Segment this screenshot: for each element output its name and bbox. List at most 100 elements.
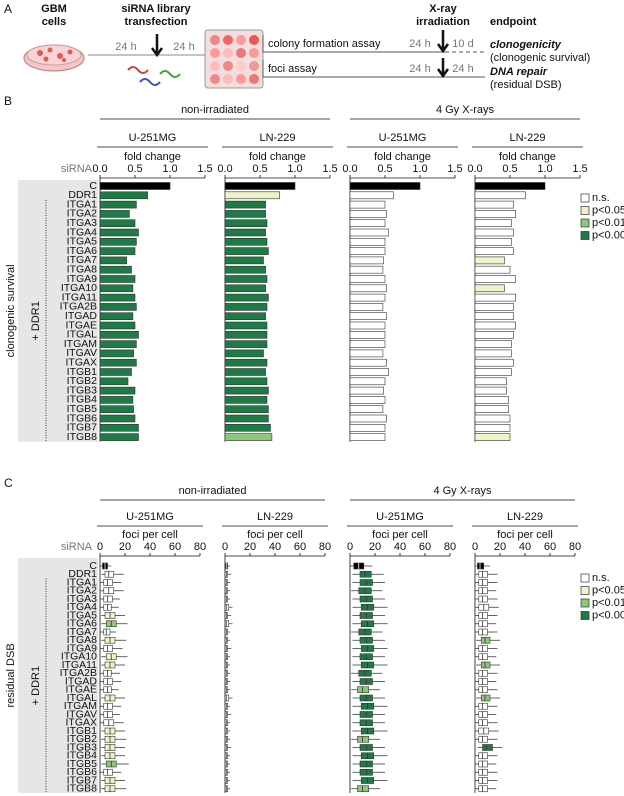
bar <box>99 377 129 386</box>
row-label: ITGAX <box>65 356 97 368</box>
x-tick-label: 80 <box>194 541 206 553</box>
bar <box>99 414 136 423</box>
legend-label: p<0.01 <box>592 217 624 229</box>
box <box>103 579 113 586</box>
x-tick-label: 60 <box>294 541 306 553</box>
petri-dish <box>26 44 82 66</box>
x-tick-label: 0.0 <box>92 163 107 175</box>
box <box>478 711 488 718</box>
legend-swatch <box>580 193 590 203</box>
bar <box>474 210 516 218</box>
arrow <box>436 30 450 79</box>
bar <box>349 303 384 311</box>
bar <box>224 275 268 283</box>
bar <box>474 284 505 293</box>
legend-swatch <box>580 573 590 583</box>
label-background <box>18 558 98 793</box>
row-label: ITGA8 <box>67 634 98 646</box>
x-tick-label: 1.5 <box>197 163 212 175</box>
row-label: C <box>89 180 97 192</box>
row-axis-label: clonogenic survival <box>5 264 17 357</box>
row-label: ITGA7 <box>67 626 98 638</box>
row-label: ITGA2B <box>60 301 97 313</box>
time-label: 24 h <box>409 63 430 75</box>
panel-label: C <box>4 476 13 490</box>
bar <box>474 358 514 367</box>
row-label: ITGB8 <box>67 783 98 795</box>
bar <box>99 182 171 190</box>
bar <box>224 303 268 311</box>
assay-lines <box>262 35 485 78</box>
row-label: ITGA4 <box>67 601 98 613</box>
x-tick-label: 1.0 <box>412 163 427 175</box>
bar <box>224 191 280 200</box>
row-label: ITGA2 <box>67 208 98 220</box>
x-tick-label: 1.0 <box>537 163 552 175</box>
bar <box>224 377 268 386</box>
bar <box>224 340 268 348</box>
row-label: ITGA2B <box>60 667 97 679</box>
legend-swatch <box>580 206 590 215</box>
row-label: ITGA6 <box>67 245 98 257</box>
legend-swatch <box>580 611 590 620</box>
box <box>478 760 488 768</box>
box <box>478 612 488 619</box>
row-label: C <box>89 560 97 572</box>
bar <box>349 191 394 200</box>
x-tick-label: 60 <box>169 541 181 553</box>
bar <box>99 303 137 311</box>
box <box>103 645 113 652</box>
bar <box>474 433 511 441</box>
bar <box>349 293 386 302</box>
bar <box>224 386 269 395</box>
bar <box>224 396 268 404</box>
x-tick-label: 20 <box>244 541 256 553</box>
bar <box>224 182 296 190</box>
bar <box>474 377 507 386</box>
bar <box>99 284 134 293</box>
bar <box>99 368 132 376</box>
x-tick-label: 60 <box>419 541 431 553</box>
bar <box>99 265 132 274</box>
bar <box>474 293 516 302</box>
bar <box>474 423 511 432</box>
box <box>103 628 111 636</box>
box <box>103 711 113 718</box>
x-tick-label: 0.0 <box>467 163 482 175</box>
bar <box>224 265 266 274</box>
bar <box>474 396 509 404</box>
box <box>357 686 370 694</box>
panel-label: A <box>4 2 12 16</box>
bar <box>224 368 266 376</box>
time-label: 24 h <box>115 41 136 53</box>
box <box>357 785 370 793</box>
x-tick-label: 40 <box>269 541 281 553</box>
bar <box>224 219 268 227</box>
x-tick-label: 0.5 <box>252 163 267 175</box>
x-tick-label: 0.5 <box>127 163 142 175</box>
bar <box>99 191 148 200</box>
assay-label: foci assay <box>268 63 317 75</box>
bar <box>474 303 514 311</box>
row-label: ITGAV <box>66 708 97 720</box>
x-tick-label: 0.5 <box>377 163 392 175</box>
bar <box>349 265 384 274</box>
legend-label: p<0.05 <box>592 584 624 596</box>
bar <box>474 405 509 414</box>
row-label: ITGA4 <box>67 226 98 238</box>
box <box>478 595 488 603</box>
bar <box>474 238 512 246</box>
row-label: ITGA3 <box>67 217 98 229</box>
group-label: + DDR1 <box>30 301 42 340</box>
row-label: ITGB7 <box>67 422 98 434</box>
x-tick-label: 1.0 <box>162 163 177 175</box>
row-label: ITGB6 <box>67 412 98 424</box>
box <box>103 678 113 685</box>
box <box>103 768 113 776</box>
row-label: ITGA10 <box>61 651 97 663</box>
bar <box>224 321 268 330</box>
bar <box>349 349 384 358</box>
chart-title: LN-229 <box>257 511 293 523</box>
bar <box>99 405 134 414</box>
